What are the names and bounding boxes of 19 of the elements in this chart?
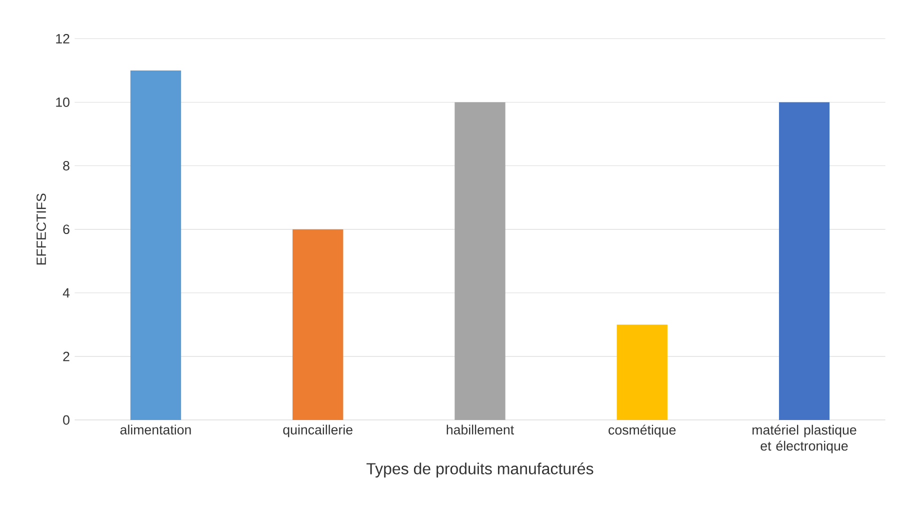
y-tick-label: 8 [63,161,70,170]
y-tick-label: 4 [62,288,70,298]
bar [616,324,668,420]
bar [292,229,344,420]
x-tick-label: alimentation [120,424,191,434]
y-tick-label: 0 [63,415,70,425]
bar [454,102,506,420]
y-tick-label: 10 [56,98,70,107]
bar [778,102,830,420]
x-axis-title: Types de produits manufacturés [366,462,594,478]
y-tick-label: 6 [63,224,70,234]
y-axis-title: EFFECTIFS [36,194,46,265]
y-tick-label: 2 [63,352,70,362]
x-tick-label: habillement [446,424,514,434]
bar [130,70,182,420]
x-tick-label: matériel plastique et électronique [752,424,856,454]
x-tick-label: cosmétique [608,424,676,438]
y-tick-label: 12 [56,34,70,44]
x-tick-label: quincaillerie [283,424,352,438]
